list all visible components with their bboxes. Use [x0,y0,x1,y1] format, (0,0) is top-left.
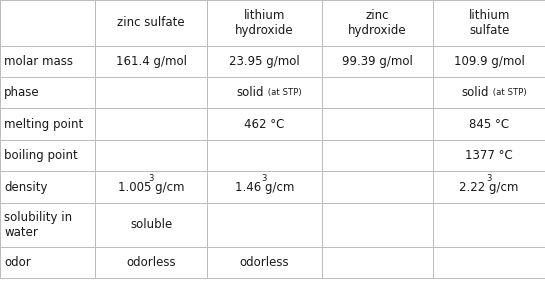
Text: solid: solid [462,86,489,99]
Text: 462 °C: 462 °C [244,118,284,131]
Text: (at STP): (at STP) [266,88,301,97]
Text: melting point: melting point [4,118,83,131]
Text: phase: phase [4,86,40,99]
Text: 3: 3 [487,174,492,183]
Text: odor: odor [4,256,31,269]
Text: 3: 3 [149,174,154,183]
Text: (at STP): (at STP) [490,88,526,97]
Text: 845 °C: 845 °C [469,118,509,131]
Text: 109.9 g/mol: 109.9 g/mol [453,55,525,68]
Text: soluble: soluble [130,218,172,231]
Text: 1377 °C: 1377 °C [465,149,513,162]
Text: zinc sulfate: zinc sulfate [117,16,185,29]
Text: odorless: odorless [126,256,176,269]
Text: 99.39 g/mol: 99.39 g/mol [342,55,413,68]
Text: 161.4 g/mol: 161.4 g/mol [116,55,187,68]
Text: boiling point: boiling point [4,149,78,162]
Text: solubility in
water: solubility in water [4,211,72,239]
Text: 3: 3 [262,174,267,183]
Text: 23.95 g/mol: 23.95 g/mol [229,55,300,68]
Text: lithium
hydroxide: lithium hydroxide [235,9,294,37]
Text: density: density [4,181,48,194]
Text: 1.005 g/cm: 1.005 g/cm [118,181,185,194]
Text: molar mass: molar mass [4,55,74,68]
Text: odorless: odorless [239,256,289,269]
Text: 2.22 g/cm: 2.22 g/cm [459,181,519,194]
Text: 1.46 g/cm: 1.46 g/cm [235,181,294,194]
Text: lithium
sulfate: lithium sulfate [469,9,510,37]
Text: solid: solid [237,86,264,99]
Text: zinc
hydroxide: zinc hydroxide [348,9,407,37]
